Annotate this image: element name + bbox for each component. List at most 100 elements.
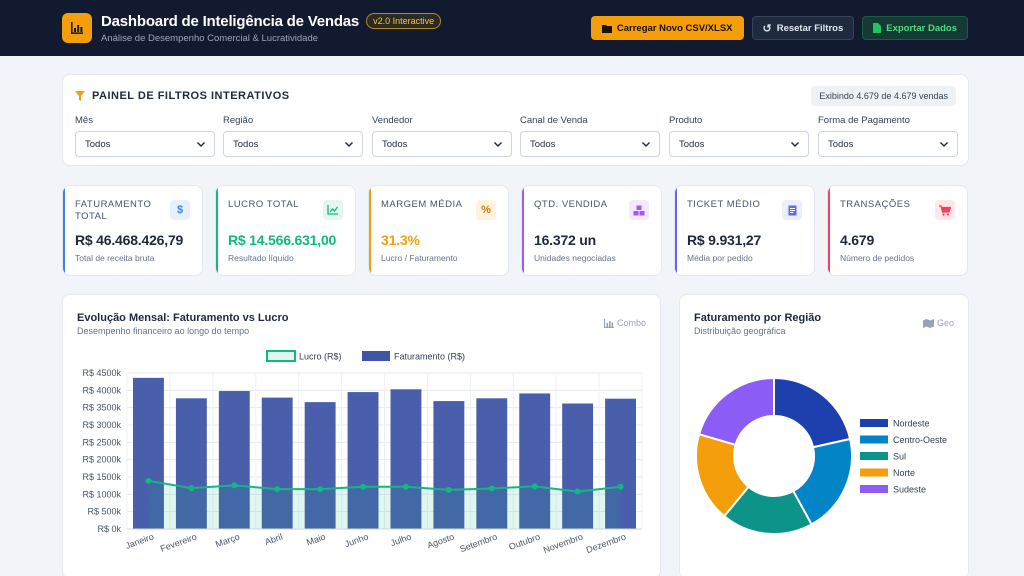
kpi-ticket-sub: Média por pedido [687, 253, 753, 263]
kpi-accent-bar [369, 186, 371, 275]
filter-payment-select[interactable]: Todos [818, 131, 958, 157]
y-tick-label: R$ 3000k [82, 420, 121, 430]
monthly-chart: R$ 0k R$ 500k R$ 1000k R$ 1500k R$ 2000k R$ 2… [82, 350, 643, 555]
legend-swatch [860, 485, 888, 493]
x-tick-label: Junho [343, 531, 369, 549]
chevron-down-icon [791, 141, 799, 147]
receipt-icon [782, 200, 802, 220]
y-tick-label: R$ 1000k [82, 489, 121, 499]
monthly-chart-title: Evolução Mensal: Faturamento vs Lucro [77, 312, 289, 324]
filter-channel-value: Todos [530, 138, 556, 150]
profit-point [145, 477, 152, 484]
kpi-revenue: FATURAMENTO TOTAL $ R$ 46.468.426,79 Tot… [62, 185, 203, 276]
percent-icon: % [476, 200, 496, 220]
filter-month-label: Mês [75, 115, 93, 126]
profit-point [445, 486, 452, 493]
y-tick-label: R$ 3500k [82, 403, 121, 413]
filter-month-value: Todos [85, 138, 111, 150]
legend-label: Centro-Oeste [893, 435, 947, 445]
region-chart-title: Faturamento por Região [694, 312, 822, 324]
boxes-icon [629, 200, 649, 220]
reset-icon: ↺ [762, 22, 772, 35]
region-chart-card: Faturamento por Região Distribuição geog… [679, 294, 969, 576]
x-tick-label: Março [214, 531, 241, 549]
legend-swatch [860, 468, 888, 477]
x-tick-label: Setembro [458, 531, 498, 554]
legend-label: Sudeste [893, 485, 926, 495]
trend-chart-icon [323, 200, 343, 220]
profit-point [360, 483, 367, 490]
filter-seller-select[interactable]: Todos [372, 131, 512, 157]
filter-channel-select[interactable]: Todos [520, 131, 660, 157]
y-tick-label: R$ 2500k [82, 437, 121, 447]
chevron-down-icon [494, 141, 502, 147]
region-chart-subtitle: Distribuição geográfica [694, 326, 786, 336]
kpi-accent-bar [63, 186, 65, 275]
chart-type-label: Geo [936, 318, 954, 328]
legend-label: Sul [893, 452, 906, 462]
filter-channel-label: Canal de Venda [520, 115, 588, 126]
cart-icon [935, 200, 955, 220]
export-data-button[interactable]: Exportar Dados [862, 16, 968, 40]
app-header: Dashboard de Inteligência de Vendas v2.0… [0, 0, 1024, 56]
kpi-margin-value: 31.3% [381, 232, 420, 248]
x-tick-label: Abril [264, 531, 284, 547]
x-tick-label: Fevereiro [159, 531, 198, 553]
app-subtitle: Análise de Desempenho Comercial & Lucrat… [101, 32, 319, 44]
y-tick-label: R$ 2000k [82, 455, 121, 465]
profit-point [317, 486, 324, 493]
filter-seller-value: Todos [382, 138, 408, 150]
bar-chart-icon [603, 318, 614, 328]
chart-type-label: Combo [616, 318, 646, 328]
x-tick-label: Maio [305, 531, 327, 547]
profit-line [148, 479, 621, 493]
filter-product-value: Todos [679, 138, 705, 150]
kpi-transactions-label: TRANSAÇÕES [840, 199, 911, 210]
x-tick-label: Outubro [507, 531, 541, 552]
filter-region: Região Todos [223, 115, 363, 157]
kpi-margin: MARGEM MÉDIA % 31.3% Lucro / Faturamento [368, 185, 509, 276]
results-count-badge: Exibindo 4.679 de 4.679 vendas [811, 86, 956, 106]
legend-label: Nordeste [893, 419, 930, 429]
monthly-chart-card: Evolução Mensal: Faturamento vs Lucro De… [62, 294, 661, 576]
app-logo [62, 13, 92, 43]
revenue-bar [476, 398, 508, 529]
reset-filters-button[interactable]: ↺ Resetar Filtros [751, 16, 855, 40]
y-tick-label: R$ 1500k [82, 472, 121, 482]
legend-swatch [860, 435, 888, 444]
kpi-accent-bar [216, 186, 218, 275]
kpi-profit-label: LUCRO TOTAL [228, 199, 299, 210]
upload-file-button[interactable]: Carregar Novo CSV/XLSX [590, 16, 744, 40]
region-chart: Nordeste Centro-Oeste Sul Norte Sudeste [695, 376, 947, 535]
chevron-down-icon [197, 141, 205, 147]
chart-type-tag: Combo [603, 318, 646, 328]
kpi-profit-sub: Resultado líquido [228, 253, 294, 263]
profit-area [148, 480, 621, 529]
kpi-quantity-value: 16.372 un [534, 232, 597, 248]
revenue-bar [605, 398, 636, 529]
kpi-margin-label: MARGEM MÉDIA [381, 199, 463, 210]
filter-region-value: Todos [233, 138, 259, 150]
kpi-transactions-value: 4.679 [840, 232, 875, 248]
x-tick-label: Novembro [542, 531, 584, 555]
filter-seller-label: Vendedor [372, 115, 413, 126]
monthly-chart-subtitle: Desempenho financeiro ao longo do tempo [77, 326, 250, 336]
legend-label: Norte [893, 468, 915, 478]
revenue-bar [133, 377, 164, 529]
legend-label: Lucro (R$) [299, 352, 342, 362]
revenue-bar [261, 397, 293, 529]
y-tick-label: R$ 500k [87, 507, 121, 517]
x-tick-label: Dezembro [585, 531, 627, 555]
x-tick-label: Janeiro [124, 531, 155, 550]
revenue-bar [433, 401, 465, 529]
filter-product-select[interactable]: Todos [669, 131, 809, 157]
kpi-revenue-value: R$ 46.468.426,79 [75, 232, 184, 248]
filter-region-select[interactable]: Todos [223, 131, 363, 157]
filter-month-select[interactable]: Todos [75, 131, 215, 157]
x-tick-label: Agosto [426, 531, 456, 550]
revenue-bar [175, 398, 207, 529]
y-tick-label: R$ 4500k [82, 368, 121, 378]
filter-seller: Vendedor Todos [372, 115, 512, 157]
kpi-transactions-sub: Número de pedidos [840, 253, 915, 263]
dollar-icon: $ [170, 200, 190, 220]
